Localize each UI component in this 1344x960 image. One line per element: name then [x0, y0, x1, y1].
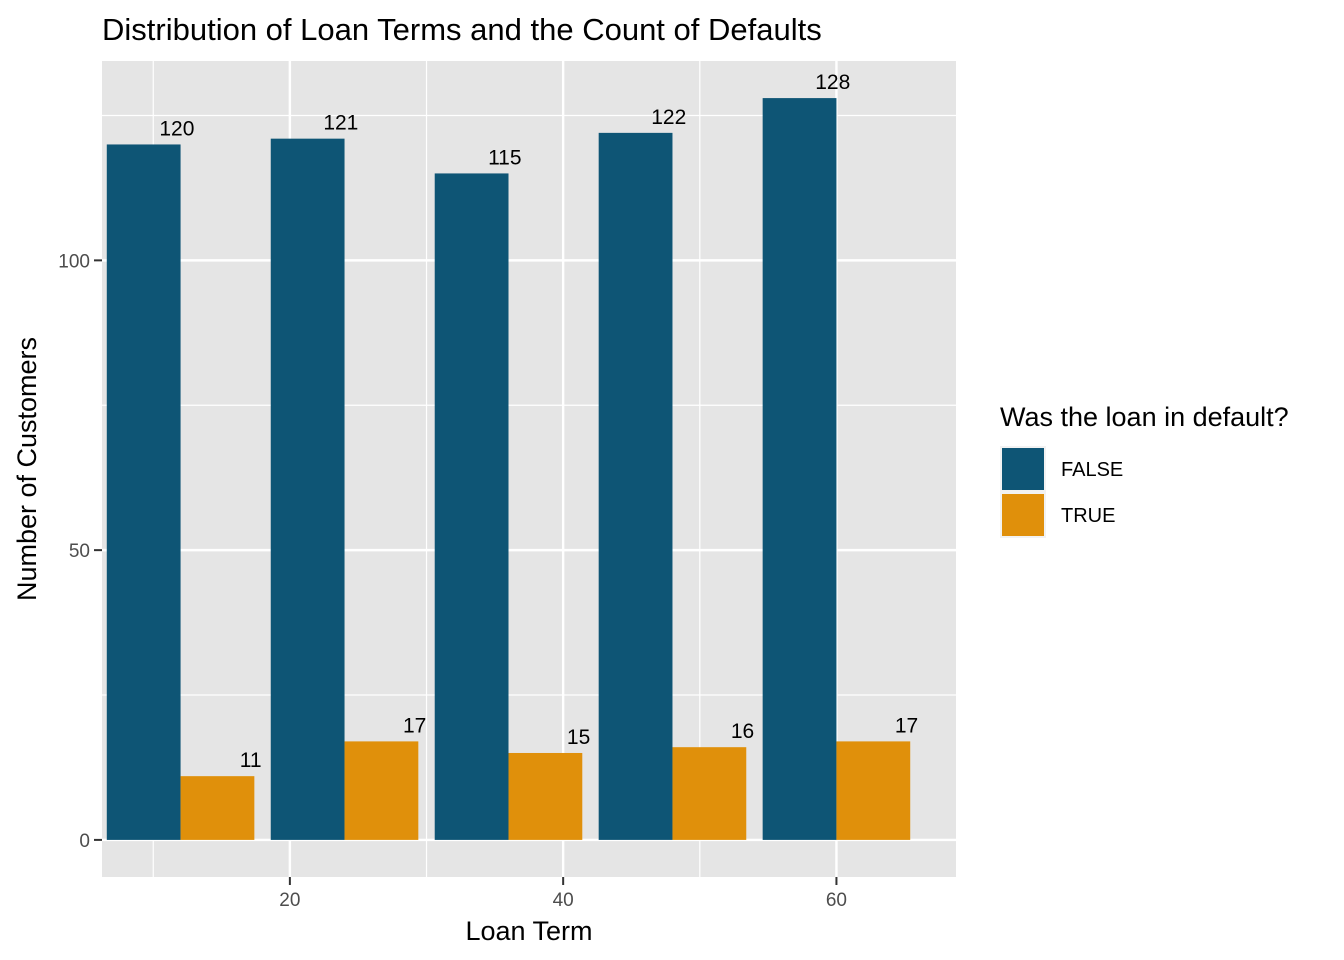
data-labels: 120 11 121 17 115 15 122 16 128 17 — [159, 71, 918, 772]
bar-false — [434, 173, 509, 840]
bar-false — [106, 144, 181, 840]
y-tick-label: 0 — [79, 831, 90, 852]
bar-false — [762, 98, 837, 840]
bars — [106, 98, 911, 840]
bar-false — [270, 138, 345, 840]
data-label: 16 — [731, 720, 754, 743]
axes: 0 50 100 20 40 60 — [58, 251, 847, 911]
data-label: 115 — [488, 146, 521, 169]
x-tick-label: 60 — [826, 890, 847, 911]
legend-swatch-false — [1002, 448, 1044, 490]
x-tick-label: 40 — [553, 890, 574, 911]
legend-label-false: FALSE — [1061, 459, 1123, 481]
data-label: 121 — [323, 112, 358, 135]
data-label: 17 — [403, 714, 426, 737]
chart-title: Distribution of Loan Terms and the Count… — [102, 12, 822, 47]
legend: Was the loan in default? FALSE TRUE — [1000, 402, 1289, 538]
bar-true — [508, 752, 583, 840]
bar-true — [836, 741, 911, 840]
y-tick-label: 50 — [69, 541, 90, 562]
y-tick-label: 100 — [58, 251, 90, 272]
y-axis-title: Number of Customers — [12, 337, 42, 601]
legend-swatch-true — [1002, 494, 1044, 536]
x-axis-title: Loan Term — [465, 916, 592, 946]
data-label: 11 — [240, 749, 262, 772]
data-label: 120 — [159, 117, 194, 140]
data-label: 128 — [815, 71, 850, 94]
x-tick-label: 20 — [279, 890, 300, 911]
data-label: 122 — [651, 106, 686, 129]
bar-true — [180, 776, 255, 840]
bar-true — [672, 747, 747, 840]
data-label: 17 — [895, 714, 918, 737]
legend-label-true: TRUE — [1061, 505, 1115, 527]
data-label: 15 — [567, 726, 590, 749]
legend-title: Was the loan in default? — [1000, 402, 1289, 432]
bar-true — [344, 741, 419, 840]
bar-false — [598, 132, 673, 840]
